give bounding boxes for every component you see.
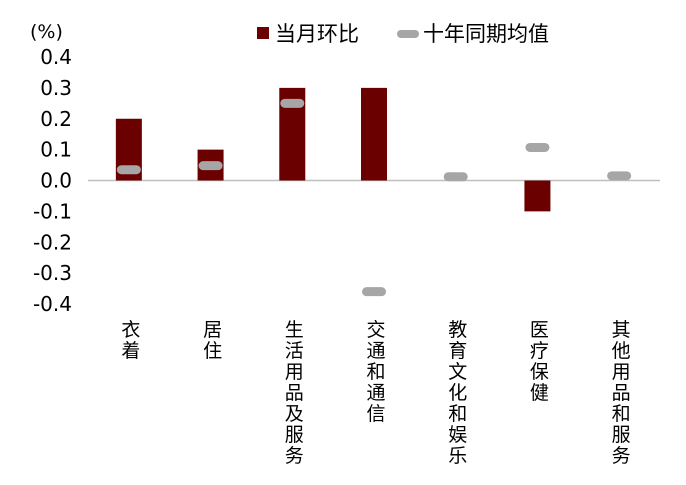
average-marker xyxy=(525,142,550,152)
y-tick-label: -0.2 xyxy=(33,230,72,254)
bar xyxy=(524,180,551,212)
legend-label-bar: 当月环比 xyxy=(275,22,359,46)
markers-layer xyxy=(116,98,632,297)
y-tick-label: 0.0 xyxy=(40,169,72,193)
y-tick-label: -0.3 xyxy=(33,261,72,285)
y-tick-label: 0.3 xyxy=(40,76,72,100)
axes-layer: (%)0.4 0.3 0.2 0.1 0.0 -0.1 -0.2 -0.3 -0.4 xyxy=(30,21,660,316)
y-tick-label: -0.1 xyxy=(33,199,72,223)
legend-swatch-bar xyxy=(257,27,269,39)
category-label: 医疗保健 xyxy=(530,319,549,404)
legend-swatch-marker xyxy=(397,30,419,38)
category-label: 其他用品和服务 xyxy=(612,319,631,467)
bar xyxy=(361,87,387,181)
legend-label-marker: 十年同期均值 xyxy=(423,22,549,46)
average-marker xyxy=(116,165,141,175)
category-label: 居住 xyxy=(203,319,222,362)
y-unit-label: (%) xyxy=(30,21,63,43)
y-tick-label: 0.2 xyxy=(40,107,72,131)
y-tick-label: 0.1 xyxy=(40,138,72,162)
category-label: 衣着 xyxy=(121,319,140,362)
average-marker xyxy=(198,161,223,171)
average-marker xyxy=(443,172,468,182)
category-label: 教育文化和娱乐 xyxy=(448,319,467,467)
average-marker xyxy=(607,171,632,181)
category-labels-layer: 衣着 居住 生活用品及服务 交通和通信 教育文化和娱乐 医疗保健 其他用品和服务 xyxy=(121,319,630,467)
category-label: 生活用品及服务 xyxy=(285,319,304,467)
bars-layer xyxy=(115,87,551,212)
average-marker xyxy=(280,98,305,108)
category-label: 交通和通信 xyxy=(366,319,385,425)
y-tick-label: -0.4 xyxy=(33,292,72,316)
average-marker xyxy=(362,287,386,297)
y-tick-label: 0.4 xyxy=(40,45,72,69)
legend: 当月环比 十年同期均值 xyxy=(257,22,549,46)
